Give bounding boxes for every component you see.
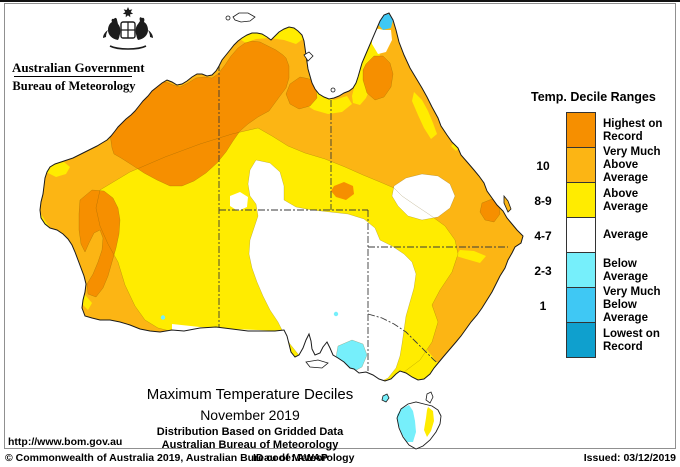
region-above-average-ne-nsw <box>456 250 486 263</box>
map-frame-border <box>4 3 676 449</box>
region-below-average-albany-spot <box>160 315 166 320</box>
legend-item-label: Lowest on Record <box>596 323 680 358</box>
legend-swatch-above <box>566 182 596 218</box>
bureau-title: Bureau of Meteorology <box>12 79 136 93</box>
legend-swatch-average <box>566 217 596 253</box>
legend-row-above: 8-9 Above Average <box>520 182 680 218</box>
legend-label-line: Below Average <box>603 299 648 324</box>
legend-decile-label <box>520 113 566 148</box>
caption-title: Maximum Temperature Deciles <box>146 386 354 403</box>
legend-swatch-lowest <box>566 322 596 358</box>
region-boundary-lines <box>78 40 501 381</box>
window-top-edge <box>0 0 680 2</box>
footer-copyright: © Commonwealth of Australia 2019, Austra… <box>5 452 355 464</box>
legend-row-average: 4-7 Average <box>520 217 680 253</box>
tasmania-east-above-average <box>424 407 434 437</box>
region-above-average-exmouth <box>46 162 70 177</box>
islands <box>225 12 512 404</box>
legend-row-very-much-above: 10 Very Much Above Average <box>520 146 680 184</box>
footer-id-code: ID code: AWAP <box>253 452 328 464</box>
caption-agency: Australian Bureau of Meteorology <box>161 439 339 451</box>
caption-period: November 2019 <box>200 407 300 423</box>
region-highest-nt-blob <box>286 77 317 109</box>
region-average-sw-queensland <box>392 174 455 220</box>
region-highest-kimberley-top-end <box>110 41 289 186</box>
government-title: Australian Government <box>12 60 145 75</box>
legend: Highest on Record 10 Very Much Above Avera… <box>520 112 680 358</box>
legend-label-line: Above Average <box>603 159 648 184</box>
region-above-average-cairns-inland <box>412 92 437 139</box>
legend-title: Temp. Decile Ranges <box>531 90 656 104</box>
border-nsw-vic-murray <box>367 313 442 367</box>
mainland-coastline <box>39 12 524 382</box>
island-flinders <box>425 391 434 404</box>
crest-base-scroll <box>109 45 147 50</box>
island-groote <box>303 51 314 62</box>
region-below-average-sa-coast-spot <box>333 311 339 317</box>
state-borders <box>218 64 508 371</box>
legend-decile-label: 10 <box>536 158 550 173</box>
legend-label-line: Above Average <box>603 187 648 213</box>
legend-decile-label: 4-7 <box>534 228 552 243</box>
legend-label-line: Highest on <box>603 117 663 130</box>
footer-issued-date: Issued: 03/12/2019 <box>583 452 676 464</box>
legend-decile-label: 1 <box>539 298 547 313</box>
legend-item-label: Above Average <box>596 183 680 218</box>
legend-label-line: Lowest on <box>603 327 660 340</box>
island-fraser <box>503 194 512 213</box>
legend-row-below: 2-3 Below Average <box>520 252 680 288</box>
legend-item-label: Highest on Record <box>596 113 680 148</box>
legend-swatch-highest <box>566 112 596 148</box>
crest-kangaroo-icon <box>103 17 121 40</box>
legend-label-line: Average <box>603 229 648 241</box>
tasmania <box>396 401 442 450</box>
island-bathurst <box>225 15 231 21</box>
legend-label-line: Record <box>603 130 643 143</box>
legend-decile-label <box>520 323 566 358</box>
crest-star-icon <box>122 7 134 18</box>
region-average-cape-york-tip <box>372 28 392 54</box>
legend-label-line: Record <box>603 340 643 353</box>
tasmania-coastline <box>396 401 442 450</box>
legend-decile-label: 2-3 <box>534 263 552 278</box>
legend-row-highest: Highest on Record <box>520 112 680 148</box>
legend-item-label: Average <box>596 218 680 253</box>
legend-swatch-below <box>566 252 596 288</box>
region-average-central <box>248 160 416 381</box>
crest-shield-cross <box>121 22 135 38</box>
coat-of-arms <box>103 7 153 50</box>
island-kangaroo <box>305 359 329 369</box>
region-highest-cape-york-blob <box>363 56 393 100</box>
region-highest-se-qld-coast <box>480 199 500 222</box>
region-highest-inland-wa <box>79 190 120 297</box>
header-divider <box>14 76 132 77</box>
caption-method: Distribution Based on Gridded Data <box>156 426 344 438</box>
island-mornington <box>330 87 336 93</box>
map-caption: Maximum Temperature Deciles November 201… <box>100 386 400 451</box>
island-melville <box>232 12 256 23</box>
legend-label-line: Very Much <box>603 146 661 158</box>
crest-emu-icon <box>135 17 153 40</box>
legend-swatch-very-much-below <box>566 287 596 323</box>
legend-item-label: Very Much Below Average <box>596 286 680 324</box>
region-average-border-spot <box>230 192 248 211</box>
legend-item-label: Below Average <box>596 253 680 288</box>
region-highest-qld-spot <box>331 182 354 200</box>
legend-item-label: Very Much Above Average <box>596 146 680 184</box>
tasmania-west-below-average <box>397 405 416 442</box>
footer-url: http://www.bom.gov.au <box>8 436 123 448</box>
legend-decile-label: 8-9 <box>534 193 552 208</box>
legend-row-very-much-below: 1 Very Much Below Average <box>520 286 680 324</box>
legend-swatch-very-much-above <box>566 147 596 183</box>
legend-label-line: Very Much <box>603 286 661 298</box>
legend-label-line: Below Average <box>603 257 648 283</box>
legend-row-lowest: Lowest on Record <box>520 322 680 358</box>
island-king <box>381 393 390 403</box>
